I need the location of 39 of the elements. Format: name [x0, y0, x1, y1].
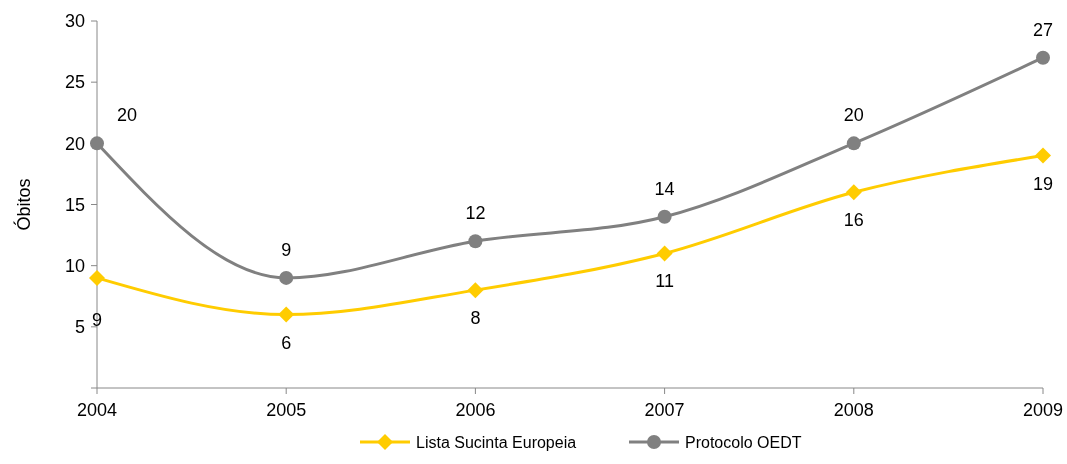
point — [657, 209, 672, 224]
point — [656, 245, 673, 262]
legend-label: Lista Sucinta Europeia — [416, 433, 577, 451]
x-tick-label: 2005 — [266, 400, 307, 420]
x-tick-label: 2009 — [1022, 400, 1064, 420]
data-label: 6 — [281, 332, 292, 353]
data-label: 12 — [465, 203, 486, 224]
point — [278, 306, 295, 323]
x-tick-label: 2006 — [455, 400, 496, 420]
point — [468, 234, 483, 249]
y-tick-label: 10 — [64, 255, 85, 276]
data-label: 16 — [843, 210, 864, 231]
data-label: 20 — [843, 105, 864, 126]
point — [467, 282, 484, 299]
data-label: 9 — [281, 239, 292, 260]
data-label: 20 — [116, 105, 138, 126]
y-tick-label: 15 — [64, 194, 85, 215]
data-label: 8 — [470, 308, 481, 329]
point — [89, 269, 105, 286]
point — [1035, 147, 1051, 164]
data-label: 9 — [91, 309, 103, 330]
legend-label: Protocolo OEDT — [685, 433, 802, 451]
data-label: 27 — [1032, 19, 1054, 40]
y-tick-label: 25 — [64, 72, 85, 93]
data-label: 19 — [1032, 173, 1054, 194]
y-tick-label: 20 — [64, 133, 85, 154]
x-tick-label: 2004 — [76, 400, 118, 420]
point — [90, 136, 104, 151]
y-tick-label: 30 — [64, 11, 85, 32]
x-tick-label: 2008 — [833, 400, 874, 420]
x-tick-label: 2007 — [644, 400, 685, 420]
y-axis-title: Óbitos — [13, 178, 34, 231]
point — [279, 270, 294, 285]
point — [1036, 50, 1050, 65]
y-tick-label: 5 — [74, 317, 85, 338]
data-label: 14 — [654, 178, 675, 199]
data-label: 11 — [655, 271, 674, 292]
point — [845, 184, 862, 201]
point — [846, 136, 861, 151]
